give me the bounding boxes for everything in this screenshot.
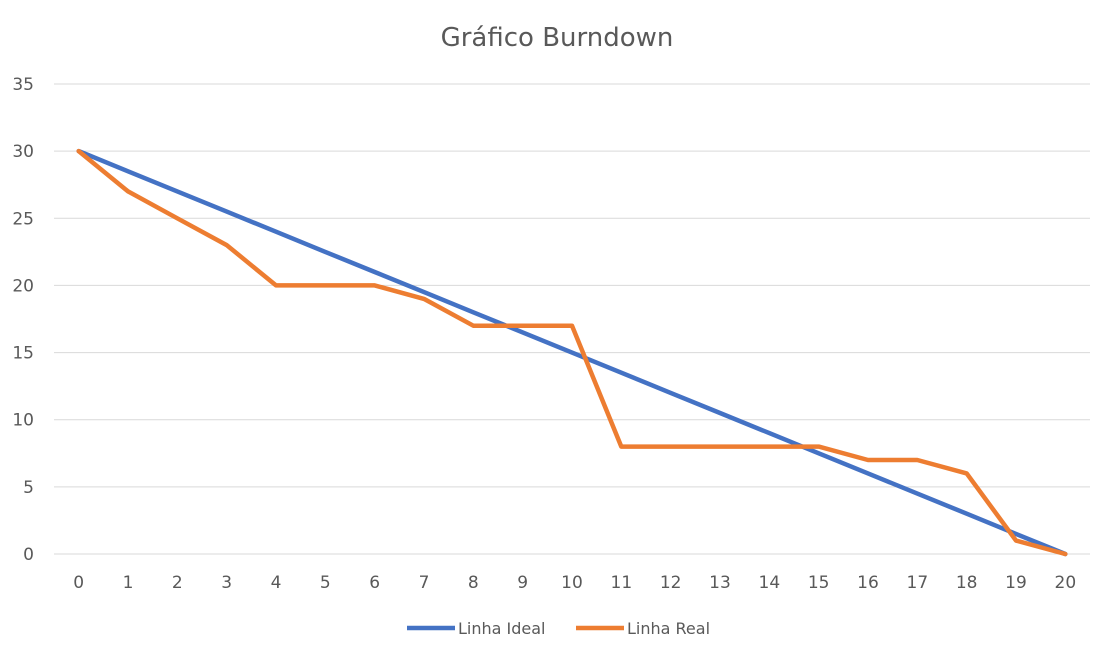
x-tick-label: 3: [221, 573, 232, 593]
y-tick-label: 0: [23, 545, 34, 565]
y-tick-label: 5: [23, 478, 34, 498]
x-tick-label: 1: [123, 573, 134, 593]
x-tick-label: 8: [468, 573, 479, 593]
series-lines: [76, 148, 1068, 557]
gridlines: [54, 83, 1090, 555]
x-tick-label: 9: [517, 573, 528, 593]
x-tick-label: 5: [320, 573, 331, 593]
x-tick-label: 20: [1055, 573, 1077, 593]
x-tick-label: 4: [271, 573, 282, 593]
y-tick-label: 10: [12, 411, 34, 431]
x-tick-label: 12: [660, 573, 682, 593]
x-tick-label: 10: [561, 573, 583, 593]
x-tick-label: 17: [907, 573, 929, 593]
x-tick-label: 18: [956, 573, 978, 593]
x-tick-label: 11: [611, 573, 633, 593]
y-tick-label: 15: [12, 344, 34, 364]
x-tick-label: 0: [73, 573, 84, 593]
x-tick-label: 13: [709, 573, 731, 593]
y-axis-tick-labels: 0 5 10 15 20 25 30 35: [12, 75, 34, 565]
x-tick-label: 2: [172, 573, 183, 593]
legend-label: Linha Real: [627, 619, 710, 638]
y-tick-label: 35: [12, 75, 34, 95]
x-tick-label: 16: [857, 573, 879, 593]
x-tick-label: 14: [759, 573, 781, 593]
series-line-real: [76, 148, 1068, 557]
x-tick-label: 19: [1005, 573, 1027, 593]
chart-title: Gráfico Burndown: [441, 23, 674, 53]
y-tick-label: 30: [12, 142, 34, 162]
legend: Linha Ideal Linha Real: [407, 619, 710, 638]
series-line-ideal: [76, 148, 1068, 557]
y-tick-label: 20: [12, 276, 34, 296]
x-axis-tick-labels: 0 1 2 3 4 5 6 7 8 9 10 11 12 13 14 15 16 17 18 19 20: [73, 573, 1076, 593]
x-tick-label: 7: [419, 573, 430, 593]
y-tick-label: 25: [12, 209, 34, 229]
x-tick-label: 6: [369, 573, 380, 593]
x-tick-label: 15: [808, 573, 830, 593]
legend-label: Linha Ideal: [458, 619, 546, 638]
